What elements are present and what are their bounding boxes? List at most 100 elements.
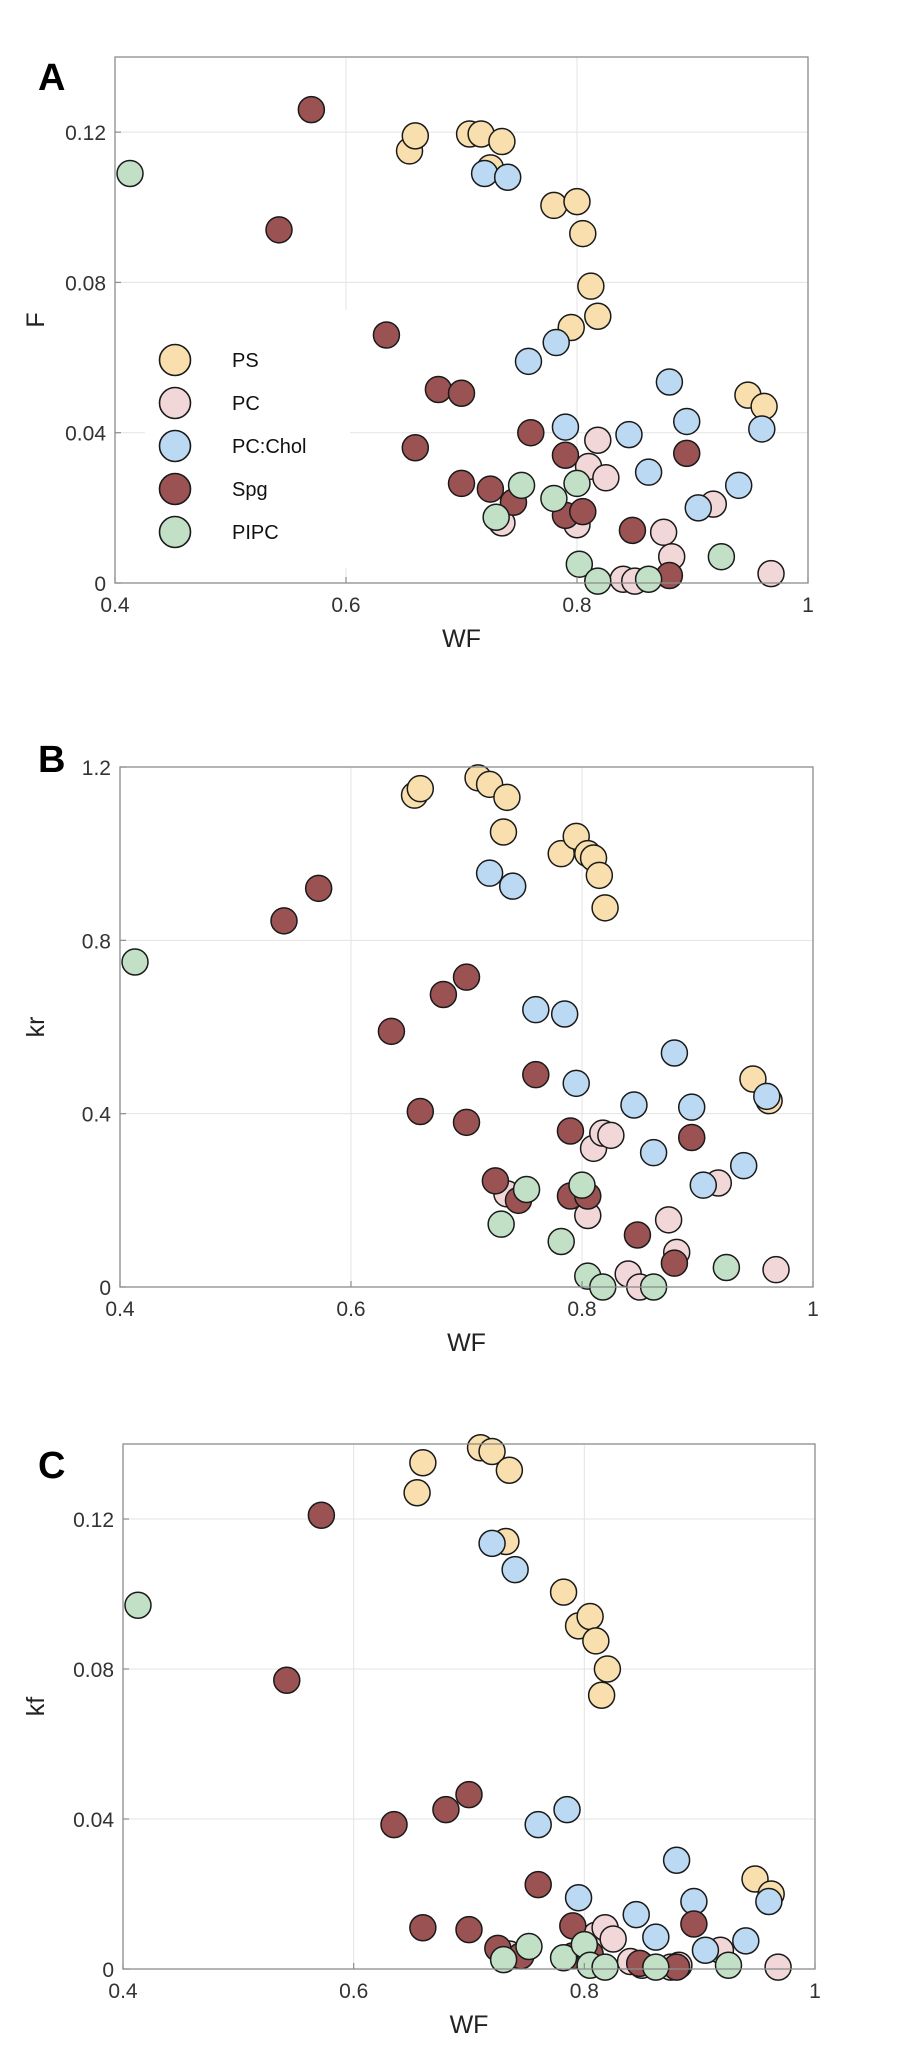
data-point xyxy=(493,783,521,812)
y-tick-label: 0.08 xyxy=(65,272,106,295)
data-point xyxy=(487,1210,515,1238)
data-point xyxy=(591,1953,619,1981)
y-tick-label: 1.2 xyxy=(82,757,111,780)
data-point xyxy=(553,1795,581,1824)
data-point xyxy=(524,1810,552,1839)
legend-marker-pipc xyxy=(158,515,192,549)
data-point xyxy=(489,818,518,846)
data-point xyxy=(584,426,612,454)
data-point xyxy=(304,874,333,903)
data-point xyxy=(599,1925,627,1953)
data-point xyxy=(672,439,701,468)
x-tick-label: 1 xyxy=(807,1298,819,1321)
data-point xyxy=(591,894,619,922)
data-point xyxy=(689,1171,718,1199)
data-point xyxy=(655,368,684,396)
data-point xyxy=(732,1927,760,1955)
x-tick-label: 1 xyxy=(802,594,814,617)
legend-marker-spg xyxy=(158,472,192,506)
panel-label: C xyxy=(38,1445,65,1487)
data-point xyxy=(569,497,597,526)
data-point xyxy=(622,1900,650,1929)
data-point xyxy=(265,216,293,244)
data-point xyxy=(409,1914,437,1942)
data-point xyxy=(121,948,149,976)
x-tick-label: 0.6 xyxy=(336,1298,365,1321)
legend-label: PC xyxy=(232,393,260,415)
axes-frame xyxy=(119,766,814,1288)
data-point xyxy=(550,1000,579,1028)
data-point xyxy=(615,420,643,449)
data-point xyxy=(524,1870,552,1899)
y-axis-label: kf xyxy=(22,1697,50,1717)
data-point xyxy=(593,1655,622,1683)
x-tick-label: 0.4 xyxy=(100,594,130,617)
axes-frame xyxy=(122,1443,816,1970)
data-point xyxy=(478,1529,506,1558)
data-point xyxy=(551,441,580,470)
data-point xyxy=(424,375,453,404)
data-point xyxy=(515,1932,543,1961)
data-point xyxy=(639,1138,668,1167)
data-point xyxy=(564,1884,593,1912)
x-tick-label: 0.8 xyxy=(570,1980,599,2003)
y-axis-label: F xyxy=(22,312,50,327)
data-point xyxy=(618,516,647,545)
data-point xyxy=(476,475,505,503)
data-point xyxy=(512,1175,541,1204)
data-point xyxy=(712,1253,741,1282)
series-ps xyxy=(400,764,783,1115)
data-point xyxy=(677,1093,706,1121)
data-point xyxy=(549,1578,578,1606)
data-point xyxy=(582,1627,610,1655)
data-point xyxy=(584,302,612,330)
y-axis-label: kr xyxy=(22,1017,50,1038)
x-tick-label: 0.4 xyxy=(105,1298,135,1321)
data-point xyxy=(642,1923,670,1951)
data-point xyxy=(577,272,605,300)
data-point xyxy=(565,550,594,578)
data-point xyxy=(406,1097,435,1126)
x-tick-label: 0.6 xyxy=(331,594,360,617)
legend-label: PS xyxy=(232,350,259,372)
data-point xyxy=(660,1249,689,1277)
data-point xyxy=(377,1017,406,1046)
x-axis-label: WF xyxy=(450,2011,489,2039)
data-point xyxy=(273,1666,301,1694)
data-point xyxy=(495,1456,524,1484)
x-tick-label: 0.8 xyxy=(562,594,591,617)
data-point xyxy=(489,1945,518,1974)
data-point xyxy=(124,1591,152,1619)
data-point xyxy=(429,980,458,1009)
data-point xyxy=(654,1206,683,1234)
data-point xyxy=(620,1091,648,1119)
data-point xyxy=(755,1887,783,1916)
x-tick-label: 0.4 xyxy=(108,1980,138,2003)
plot-area xyxy=(123,1444,815,1969)
data-point xyxy=(569,219,597,248)
data-point xyxy=(401,122,430,150)
series-spg xyxy=(265,95,701,590)
data-point xyxy=(672,407,701,436)
data-point xyxy=(563,469,591,498)
data-point xyxy=(403,1479,431,1507)
data-point xyxy=(642,1953,670,1981)
legend-marker-pc-chol xyxy=(158,429,192,463)
data-point xyxy=(409,1449,437,1477)
data-point xyxy=(684,494,713,522)
data-point xyxy=(762,1255,790,1284)
data-point xyxy=(401,433,430,462)
data-point xyxy=(380,1810,408,1839)
data-point xyxy=(634,565,663,593)
data-point xyxy=(507,471,536,500)
data-point xyxy=(714,1951,743,1979)
data-point xyxy=(542,328,570,357)
panel-label: B xyxy=(38,739,65,781)
data-point xyxy=(447,469,476,498)
y-tick-label: 0.04 xyxy=(65,423,106,446)
data-point xyxy=(549,1944,578,1972)
x-axis-label: WF xyxy=(447,1329,486,1357)
data-point xyxy=(729,1151,758,1180)
x-tick-label: 1 xyxy=(809,1980,821,2003)
